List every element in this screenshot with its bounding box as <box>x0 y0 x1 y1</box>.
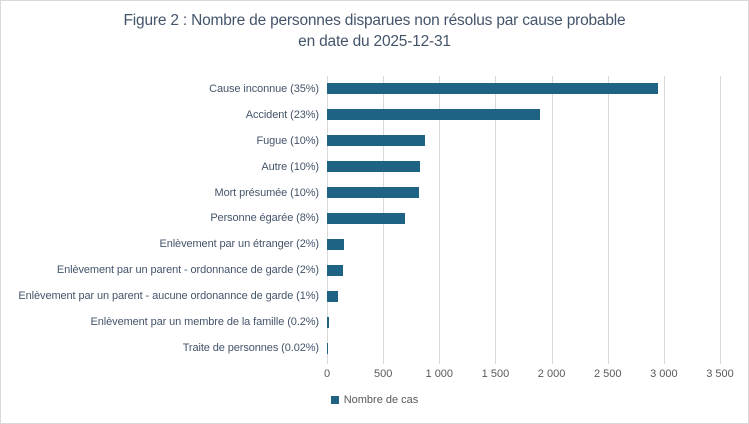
bar <box>327 212 406 224</box>
bar <box>327 290 338 302</box>
bar <box>327 238 344 250</box>
gridline <box>495 76 497 364</box>
bar-row <box>327 102 720 128</box>
category-label: Accident (23%) <box>245 108 319 121</box>
category-label: Enlèvement par un parent - aucune ordona… <box>18 290 319 303</box>
bar-row <box>327 335 720 361</box>
x-tick-label: 1 500 <box>481 368 510 380</box>
bar-row <box>327 154 720 180</box>
gridline <box>607 76 609 364</box>
gridline <box>720 76 721 364</box>
bar <box>327 316 330 328</box>
legend-label: Nombre de cas <box>343 394 419 406</box>
category-label: Autre (10%) <box>261 160 319 173</box>
gridline <box>439 76 441 364</box>
bar <box>327 83 659 95</box>
legend-swatch-icon <box>330 396 339 404</box>
bar-row <box>327 283 720 309</box>
bar-row <box>327 180 720 206</box>
bar-row <box>327 76 720 102</box>
bar-row <box>327 309 720 335</box>
category-label: Mort présumée (10%) <box>214 186 320 199</box>
bar <box>327 264 343 276</box>
bar <box>327 187 420 199</box>
x-axis: 0 500 1 000 1 500 2 000 2 500 3 000 3 500 <box>323 368 734 382</box>
chart-title-line1: Figure 2 : Nombre de personnes disparues… <box>123 12 626 29</box>
bars <box>327 76 720 361</box>
bar <box>327 109 541 121</box>
bar-row <box>327 231 720 257</box>
x-tick-label: 3 000 <box>650 368 678 380</box>
category-label: Enlèvement par un membre de la famille (… <box>90 316 320 329</box>
plot-area <box>327 76 721 364</box>
category-label: Enlèvement par un étranger (2%) <box>159 238 319 251</box>
category-label: Cause inconnue (35%) <box>209 82 319 95</box>
bar <box>327 161 421 173</box>
x-tick-label: 1 000 <box>425 368 454 380</box>
x-tick-label: 2 000 <box>537 368 566 380</box>
x-tick-label: 0 <box>323 368 331 380</box>
bar <box>327 135 426 147</box>
gridline <box>663 76 665 364</box>
gridline <box>551 76 553 364</box>
category-label: Traite de personnes (0.02%) <box>182 342 319 355</box>
category-label: Enlèvement par un parent - ordonnance de… <box>56 264 319 277</box>
bar-row <box>327 128 720 154</box>
chart-title-line2: en date du 2025-12-31 <box>298 33 451 50</box>
x-tick-label: 3 500 <box>706 368 734 380</box>
bar-row <box>327 257 720 283</box>
category-label: Fugue (10%) <box>256 134 320 147</box>
x-tick-label: 2 500 <box>593 368 622 380</box>
chart-title: Figure 2 : Nombre de personnes disparues… <box>25 10 725 52</box>
category-label: Personne égarée (8%) <box>210 212 319 225</box>
category-labels: Cause inconnue (35%) Accident (23%) Fugue … <box>11 76 319 361</box>
x-tick-label: 500 <box>373 368 393 380</box>
bar-row <box>327 206 720 232</box>
legend: Nombre de cas <box>1 394 748 406</box>
